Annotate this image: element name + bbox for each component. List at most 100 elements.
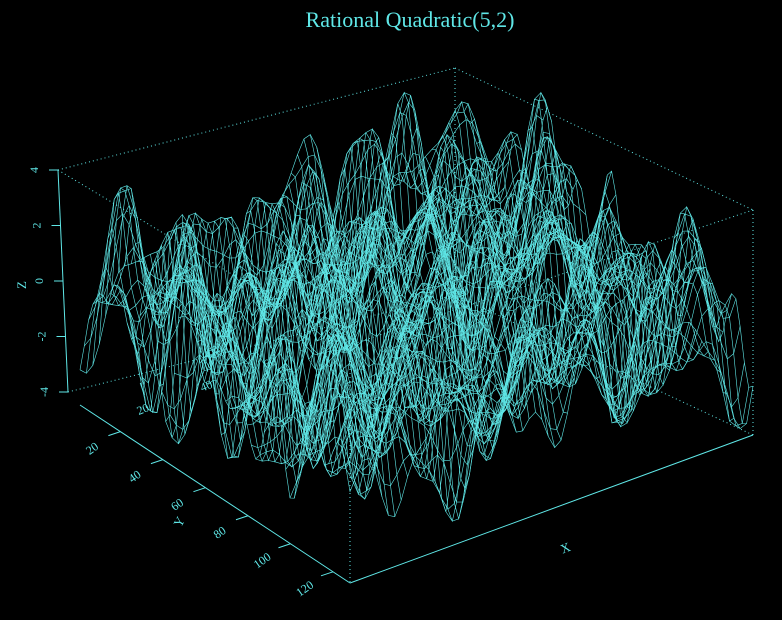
mesh-line [118, 143, 522, 348]
tick-label: 60 [262, 354, 278, 371]
mesh-line [354, 152, 626, 399]
tick-label: -4 [37, 387, 51, 397]
mesh-line [251, 217, 655, 448]
mesh-line [264, 256, 668, 446]
mesh-line [114, 131, 518, 322]
mesh-line [156, 173, 561, 357]
tick-mark [235, 515, 249, 521]
mesh-line [380, 103, 651, 412]
mesh-line [316, 146, 587, 420]
surface-mesh [79, 91, 754, 523]
mesh-line [92, 244, 364, 475]
tick-mark [393, 289, 399, 302]
mesh-line [469, 98, 741, 429]
mesh-line [165, 195, 569, 445]
mesh-line [122, 159, 527, 384]
box-edge [67, 294, 456, 393]
tick-label: 2 [30, 223, 44, 229]
mesh-line [405, 140, 677, 419]
mesh-line [272, 255, 677, 440]
mesh-line [178, 137, 582, 424]
tick-label: 100 [386, 306, 408, 326]
tick-mark [203, 359, 209, 372]
tick-mark [266, 336, 272, 349]
y-axis-line [79, 404, 351, 584]
mesh-line [152, 131, 557, 365]
mesh-line [335, 131, 607, 399]
tick-mark [278, 543, 291, 549]
mesh-line [79, 111, 484, 374]
tick-mark [330, 312, 336, 326]
mesh-line [311, 235, 715, 471]
mesh-line [239, 197, 511, 445]
mesh-line [161, 197, 565, 410]
mesh-line [191, 179, 595, 425]
mesh-line [271, 171, 543, 461]
tick-label: 40 [126, 467, 144, 485]
mesh-line [238, 206, 642, 457]
mesh-line [84, 101, 488, 353]
tick-label: 120 [293, 578, 316, 600]
mesh-line [96, 92, 501, 315]
tick-label: 40 [198, 377, 214, 394]
mesh-line [242, 220, 647, 470]
tick-label: 100 [251, 550, 274, 572]
box-back-edges [57, 67, 754, 583]
mesh-line [276, 270, 681, 436]
mesh-line [135, 150, 539, 377]
mesh-line [130, 241, 402, 501]
y-axis-label: Y [170, 513, 188, 529]
tick-label: -2 [35, 332, 49, 342]
mesh-line [332, 278, 737, 510]
mesh-line [252, 201, 523, 431]
tick-label: 4 [27, 167, 41, 173]
tick-mark [193, 487, 206, 493]
tick-mark [108, 431, 121, 437]
mesh-line [476, 91, 747, 424]
mesh-line [208, 171, 612, 385]
x-axis-label: X [558, 539, 573, 557]
tick-label: 20 [83, 439, 101, 457]
tick-mark [139, 382, 145, 396]
mesh-line [212, 194, 617, 381]
mesh-line [221, 219, 625, 400]
box-edge [57, 169, 351, 346]
mesh-line [281, 264, 685, 444]
mesh-line [259, 273, 664, 468]
tick-label: 120 [449, 283, 471, 303]
mesh-line [98, 226, 370, 469]
mesh-line [336, 307, 741, 522]
box-edge [57, 67, 456, 171]
mesh-line [247, 214, 651, 464]
mesh-line [182, 136, 587, 427]
mesh-line [174, 163, 578, 387]
mesh-line [328, 266, 732, 464]
tick-mark [320, 571, 334, 577]
tick-mark [457, 266, 463, 279]
mesh-line [345, 308, 749, 487]
mesh-line [418, 164, 690, 397]
mesh-line [298, 230, 702, 472]
mesh-line [349, 295, 754, 518]
mesh-line [306, 213, 711, 454]
tick-label: 80 [211, 523, 229, 541]
tick-label: 0 [32, 278, 46, 284]
chart-title: Rational Quadratic(5,2) [306, 7, 515, 32]
mesh-line [393, 95, 664, 424]
mesh-line [105, 143, 509, 327]
tick-label: 20 [135, 400, 151, 417]
mesh-line [144, 92, 548, 360]
mesh-line [226, 234, 498, 425]
tick-label: 80 [325, 330, 341, 347]
mesh-line [341, 339, 745, 503]
mesh-line [450, 109, 722, 393]
tick-label: 60 [168, 495, 186, 513]
box-edge [349, 209, 754, 346]
x-axis-line [349, 434, 754, 584]
tick-mark [150, 459, 164, 465]
mesh-line [137, 260, 408, 477]
mesh-line [324, 268, 728, 477]
box-edge [454, 294, 754, 436]
mesh-line [319, 250, 724, 500]
